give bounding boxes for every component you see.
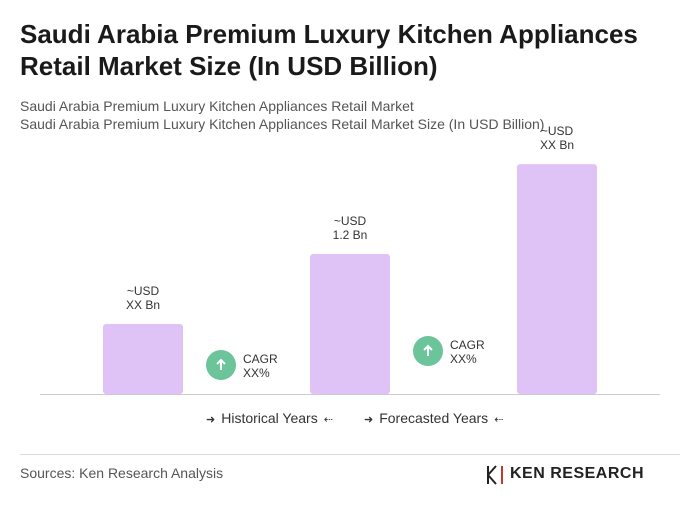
value-label: ~USD XX Bn (125, 284, 161, 312)
bar (103, 324, 183, 394)
cagr-label: CAGR XX% (243, 352, 278, 380)
bar (310, 254, 390, 394)
bar (517, 164, 597, 394)
subtitle: Saudi Arabia Premium Luxury Kitchen Appl… (20, 98, 414, 114)
period-label: Forecasted Years (379, 410, 489, 426)
logo-icon (487, 465, 503, 485)
value-label: ~USD 1.2 Bn (332, 214, 368, 242)
logo-text: KEN RESEARCH (510, 465, 645, 482)
legend-item: ➜ Forecasted Years ⇠ (364, 410, 504, 426)
source: Sources: Ken Research Analysis (20, 465, 224, 481)
subtitle: Saudi Arabia Premium Luxury Kitchen Appl… (20, 116, 545, 132)
cagr-arrow (423, 344, 433, 356)
value-label: ~USD XX Bn (539, 124, 575, 153)
chart-title: Saudi Arabia Premium Luxury Kitchen Appl… (20, 19, 638, 81)
cagr-label: CAGR XX% (450, 338, 485, 366)
cagr-arrow (216, 358, 226, 370)
legend-item: ➜ Historical Years ⇠ (206, 410, 333, 426)
period-label: Historical Years (221, 410, 318, 426)
